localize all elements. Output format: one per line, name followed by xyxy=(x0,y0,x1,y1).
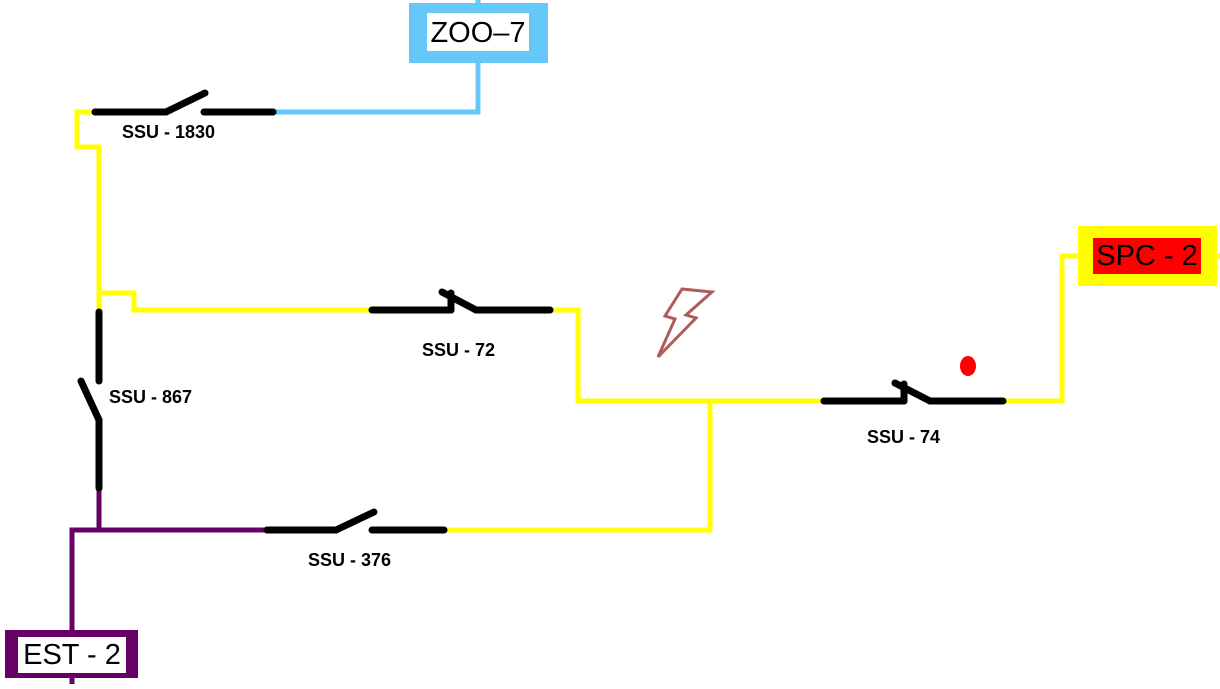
switch-label-ssu-72: SSU - 72 xyxy=(422,340,495,360)
node-est-label: EST - 2 xyxy=(23,639,121,671)
switch-label-ssu-376: SSU - 376 xyxy=(308,550,391,570)
switch-label-ssu-1830: SSU - 1830 xyxy=(122,122,215,142)
node-zoo-label: ZOO–7 xyxy=(430,17,525,49)
switch-ssu-376[interactable] xyxy=(263,508,448,534)
node-est[interactable]: EST - 2 xyxy=(5,630,138,678)
purple-line-to-est xyxy=(69,527,99,632)
node-zoo[interactable]: ZOO–7 xyxy=(409,3,548,63)
node-spc-label: SPC - 2 xyxy=(1096,240,1198,272)
switch-label-ssu-867: SSU - 867 xyxy=(109,387,192,407)
yellow-line-tap-to-ssu-72 xyxy=(99,290,370,313)
switch-ssu-72[interactable] xyxy=(368,288,554,314)
node-est-label-bg xyxy=(18,637,126,673)
lightning-bolt-icon xyxy=(656,287,716,359)
switch-ssu-74[interactable] xyxy=(820,379,1007,405)
yellow-line-ssu-72-to-bus xyxy=(552,307,822,404)
switch-ssu-867[interactable] xyxy=(77,308,103,492)
yellow-line-ssu-1830-to-tap xyxy=(74,109,102,310)
yellow-line-ssu-74-to-spc xyxy=(1005,253,1080,404)
zoo-line-to-ssu-1830 xyxy=(275,60,481,115)
red-dot-icon xyxy=(960,356,976,376)
switch-ssu-1830[interactable] xyxy=(91,89,277,116)
yellow-line-bus-to-ssu-376 xyxy=(446,401,713,533)
node-spc-label-bg xyxy=(1093,238,1201,274)
node-spc[interactable]: SPC - 2 xyxy=(1078,226,1217,286)
switch-label-ssu-74: SSU - 74 xyxy=(867,427,940,447)
node-zoo-label-bg xyxy=(427,13,529,51)
spc-feeder-lines xyxy=(74,109,1220,533)
purple-line-ssu-867-to-ssu-376 xyxy=(96,490,265,533)
